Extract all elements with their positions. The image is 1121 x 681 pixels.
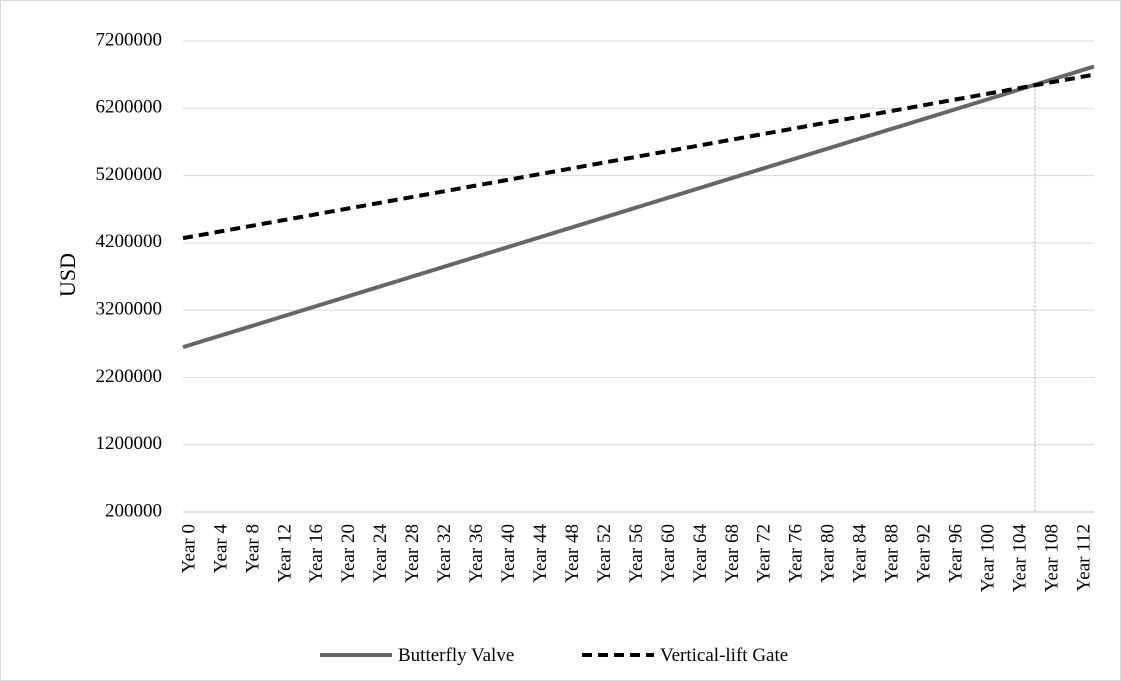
x-tick-label: Year 88: [882, 524, 903, 583]
x-tick-label: Year 32: [434, 524, 455, 583]
x-tick-label: Year 92: [914, 524, 935, 583]
x-tick-label: Year 36: [466, 524, 487, 583]
y-tick-label: 3200000: [96, 299, 163, 320]
y-axis-title: USD: [55, 253, 80, 297]
x-tick-label: Year 80: [818, 524, 839, 583]
x-tick-label: Year 24: [370, 524, 391, 583]
x-tick-label: Year 40: [498, 524, 519, 583]
x-tick-label: Year 108: [1041, 524, 1062, 592]
x-tick-label: Year 72: [754, 524, 775, 583]
x-tick-label: Year 68: [722, 524, 743, 583]
gridlines: [183, 40, 1094, 513]
x-tick-label: Year 0: [178, 524, 199, 573]
x-tick-label: Year 104: [1009, 524, 1030, 593]
x-tick-label: Year 112: [1073, 524, 1094, 592]
x-tick-label: Year 96: [946, 524, 967, 583]
y-tick-label: 7200000: [96, 29, 163, 50]
x-tick-label: Year 100: [977, 524, 998, 592]
x-tick-label: Year 56: [626, 524, 647, 583]
y-tick-label: 5200000: [96, 164, 163, 185]
y-tick-label: 2200000: [96, 366, 163, 387]
x-axis-ticks: Year 0 Year 4 Year 8 Year 12 Year 16 Year 20 Y…: [178, 524, 1094, 593]
x-tick-label: Year 44: [530, 524, 551, 583]
legend-label-butterfly-valve: Butterfly Valve: [398, 645, 514, 666]
y-tick-label: 1200000: [96, 433, 163, 454]
x-tick-label: Year 84: [850, 524, 871, 583]
x-tick-label: Year 12: [274, 524, 295, 583]
y-tick-label: 4200000: [96, 231, 163, 252]
x-tick-label: Year 16: [306, 524, 327, 583]
x-tick-label: Year 60: [658, 524, 679, 583]
series-line-butterfly-valve: [182, 64, 1095, 350]
legend-label-vertical-lift-gate: Vertical-lift Gate: [660, 645, 788, 666]
series-lines: [182, 64, 1095, 350]
x-tick-label: Year 4: [210, 524, 231, 574]
x-tick-label: Year 28: [402, 524, 423, 583]
x-tick-label: Year 76: [786, 524, 807, 583]
series-line-vertical-lift-gate: [182, 72, 1095, 241]
legend: Butterfly Valve Vertical-lift Gate: [320, 645, 788, 666]
x-tick-label: Year 48: [562, 524, 583, 583]
y-axis-ticks: 200000 1200000 2200000 3200000 4200000 520000…: [96, 29, 163, 521]
x-tick-label: Year 52: [594, 524, 615, 583]
x-tick-label: Year 64: [690, 524, 711, 583]
x-tick-label: Year 8: [242, 524, 263, 573]
x-tick-label: Year 20: [338, 524, 359, 583]
y-tick-label: 200000: [105, 500, 162, 521]
y-tick-label: 6200000: [96, 97, 163, 118]
